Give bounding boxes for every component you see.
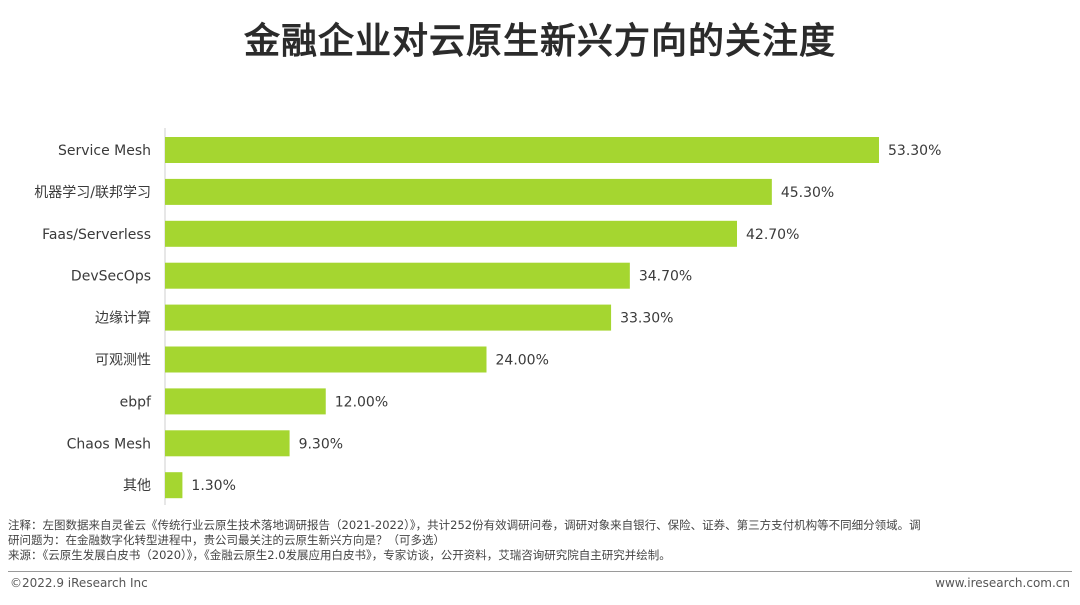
category-label-6: ebpf — [120, 394, 152, 410]
footer-divider — [8, 571, 1072, 572]
bar-8 — [165, 472, 183, 499]
value-label-3: 34.70% — [639, 269, 692, 285]
value-label-0: 53.30% — [888, 143, 941, 159]
category-label-4: 边缘计算 — [95, 311, 151, 327]
value-label-8: 1.30% — [191, 478, 235, 494]
bar-chart: Service Mesh 53.30% 机器学习/联邦学习 45.30% Faas/Se… — [34, 128, 941, 505]
source-line: 来源：《云原生发展白皮书（2020）》，《金融云原生2.0发展应用白皮书》，专家… — [8, 548, 671, 562]
category-label-7: Chaos Mesh — [67, 436, 151, 452]
category-label-3: DevSecOps — [71, 269, 151, 285]
bar-3 — [165, 262, 630, 289]
bar-2 — [165, 220, 738, 247]
value-label-4: 33.30% — [620, 311, 673, 327]
copyright: ©2022.9 iResearch Inc — [10, 576, 148, 590]
note-line-2: 研问题为：在金融数字化转型进程中，贵公司最关注的云原生新兴方向是？（可多选） — [8, 533, 445, 547]
bar-1 — [165, 178, 772, 205]
category-label-1: 机器学习/联邦学习 — [34, 185, 151, 201]
chart-title: 金融企业对云原生新兴方向的关注度 — [243, 21, 836, 62]
category-label-5: 可观测性 — [95, 353, 151, 369]
bar-4 — [165, 304, 612, 331]
value-label-2: 42.70% — [746, 227, 799, 243]
notes-block: 注释：左图数据来自灵雀云《传统行业云原生技术落地调研报告（2021-2022）》… — [8, 518, 1074, 563]
bar-5 — [165, 346, 487, 373]
value-label-5: 24.00% — [496, 353, 549, 369]
category-label-0: Service Mesh — [58, 143, 151, 159]
category-label-2: Faas/Serverless — [42, 227, 151, 243]
bar-7 — [165, 430, 290, 457]
value-label-6: 12.00% — [335, 394, 388, 410]
note-line-1: 注释：左图数据来自灵雀云《传统行业云原生技术落地调研报告（2021-2022）》… — [8, 518, 921, 532]
bar-0 — [165, 137, 879, 163]
category-label-8: 其他 — [123, 478, 151, 494]
website-url: www.iresearch.com.cn — [935, 576, 1070, 590]
bar-6 — [165, 388, 326, 415]
value-label-7: 9.30% — [299, 436, 343, 452]
value-label-1: 45.30% — [781, 185, 834, 201]
